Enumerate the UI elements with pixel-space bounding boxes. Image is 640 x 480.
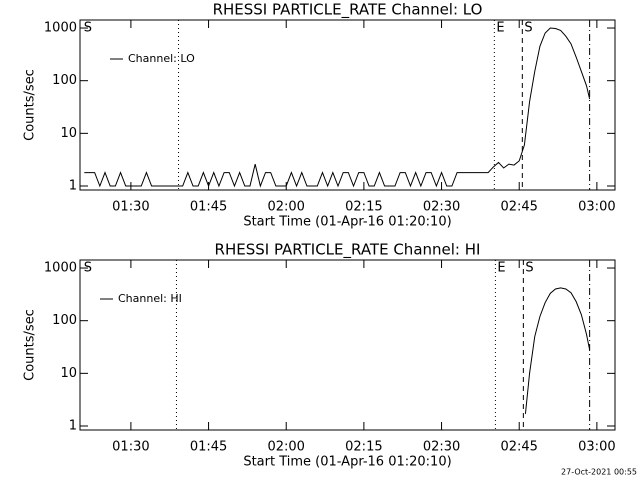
x-tick-label: 02:00 bbox=[267, 440, 304, 455]
y-tick-label: 1000 bbox=[44, 21, 77, 36]
x-tick-label: 01:45 bbox=[190, 440, 227, 455]
y-axis-label: Counts/sec bbox=[23, 69, 38, 141]
data-line bbox=[84, 27, 591, 188]
plot-frame bbox=[79, 19, 616, 191]
x-tick-label: 01:30 bbox=[112, 440, 149, 455]
x-tick-label: 02:15 bbox=[345, 440, 382, 455]
marker-label: S bbox=[84, 21, 92, 36]
data-line bbox=[524, 287, 591, 414]
y-tick-label: 1000 bbox=[44, 261, 77, 276]
timestamp: 27-Oct-2021 00:55 bbox=[561, 468, 637, 477]
y-tick-label: 100 bbox=[52, 73, 77, 88]
x-axis-label: Start Time (01-Apr-16 01:20:10) bbox=[243, 455, 451, 470]
x-tick-label: 02:15 bbox=[345, 200, 382, 215]
x-tick-label: 03:00 bbox=[578, 200, 615, 215]
x-tick-label: 02:00 bbox=[267, 200, 304, 215]
y-tick-label: 1 bbox=[69, 419, 77, 434]
marker-label: S bbox=[524, 21, 532, 36]
chart-title: RHESSI PARTICLE_RATE Channel: LO bbox=[213, 1, 483, 20]
x-tick-label: 02:30 bbox=[423, 440, 460, 455]
y-tick-label: 1 bbox=[69, 179, 77, 194]
legend-label: Channel: LO bbox=[128, 52, 195, 65]
x-tick-label: 02:30 bbox=[423, 200, 460, 215]
marker-label: S bbox=[84, 261, 92, 276]
y-tick-label: 10 bbox=[60, 126, 77, 141]
marker-label: E bbox=[496, 21, 504, 36]
x-tick-label: 02:45 bbox=[500, 200, 537, 215]
x-axis-label: Start Time (01-Apr-16 01:20:10) bbox=[243, 215, 451, 230]
y-axis-label: Counts/sec bbox=[23, 309, 38, 381]
chart-title: RHESSI PARTICLE_RATE Channel: HI bbox=[215, 241, 481, 260]
y-tick-label: 10 bbox=[60, 366, 77, 381]
y-tick-label: 100 bbox=[52, 313, 77, 328]
x-tick-label: 01:45 bbox=[190, 200, 227, 215]
plot-frame bbox=[79, 259, 616, 431]
x-tick-label: 01:30 bbox=[112, 200, 149, 215]
x-tick-label: 03:00 bbox=[578, 440, 615, 455]
marker-label: E bbox=[497, 261, 505, 276]
x-tick-label: 02:45 bbox=[500, 440, 537, 455]
legend-label: Channel: HI bbox=[118, 292, 182, 305]
marker-label: S bbox=[525, 261, 533, 276]
